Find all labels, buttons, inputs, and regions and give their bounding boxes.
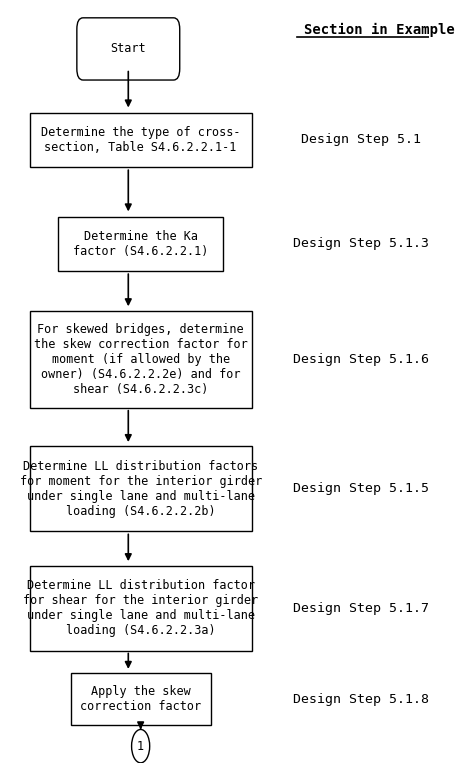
Circle shape [132, 729, 150, 763]
Text: 1: 1 [137, 739, 144, 752]
Bar [29, 565, 252, 650]
Bar [29, 446, 252, 532]
FancyBboxPatch shape [77, 18, 180, 80]
Text: Apply the skew
correction factor: Apply the skew correction factor [80, 685, 201, 713]
Bar [71, 673, 211, 725]
Text: Design Step 5.1.7: Design Step 5.1.7 [293, 601, 429, 614]
Text: Design Step 5.1.8: Design Step 5.1.8 [293, 693, 429, 706]
Text: Design Step 5.1.6: Design Step 5.1.6 [293, 353, 429, 366]
Text: Determine LL distribution factors
for moment for the interior girder
under singl: Determine LL distribution factors for mo… [20, 460, 262, 518]
Text: Determine LL distribution factor
for shear for the interior girder
under single : Determine LL distribution factor for she… [23, 579, 258, 637]
Bar [29, 113, 252, 167]
Text: Design Step 5.1.3: Design Step 5.1.3 [293, 238, 429, 250]
Text: Determine the Ka
factor (S4.6.2.2.1): Determine the Ka factor (S4.6.2.2.1) [73, 230, 208, 258]
Text: Design Step 5.1: Design Step 5.1 [301, 133, 421, 146]
Text: Start: Start [111, 42, 146, 55]
Text: For skewed bridges, determine
the skew correction factor for
moment (if allowed : For skewed bridges, determine the skew c… [34, 323, 247, 396]
Text: Determine the type of cross-
section, Table S4.6.2.2.1-1: Determine the type of cross- section, Ta… [41, 126, 240, 154]
Text: Section in Example: Section in Example [304, 23, 455, 38]
Bar [58, 216, 223, 272]
Bar [29, 311, 252, 408]
Text: Design Step 5.1.5: Design Step 5.1.5 [293, 482, 429, 495]
